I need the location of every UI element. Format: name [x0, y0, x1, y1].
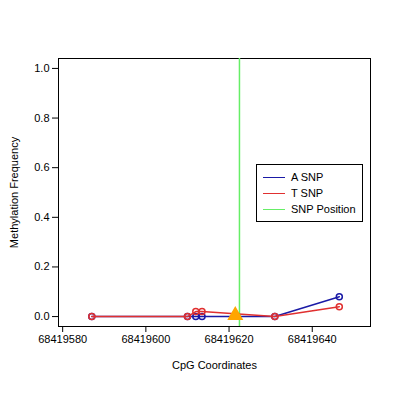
svg-text:0.8: 0.8	[34, 112, 49, 124]
svg-text:1.0: 1.0	[34, 62, 49, 74]
svg-text:68419620: 68419620	[205, 333, 254, 345]
html-text:T SNP: T SNP	[291, 187, 324, 199]
svg-text:0.4: 0.4	[34, 211, 49, 223]
svg-text:CpG Coordinates: CpG Coordinates	[172, 359, 257, 371]
svg-text:68419600: 68419600	[121, 333, 170, 345]
html-text:SNP Position: SNP Position	[291, 203, 356, 215]
html-text:A SNP: A SNP	[291, 171, 324, 183]
svg-text:0.2: 0.2	[34, 260, 49, 272]
svg-text:68419580: 68419580	[38, 333, 87, 345]
svg-text:68419640: 68419640	[288, 333, 337, 345]
svg-text:0.0: 0.0	[34, 310, 49, 322]
svg-text:Methylation Frequency: Methylation Frequency	[8, 136, 20, 248]
svg-text:0.6: 0.6	[34, 161, 49, 173]
